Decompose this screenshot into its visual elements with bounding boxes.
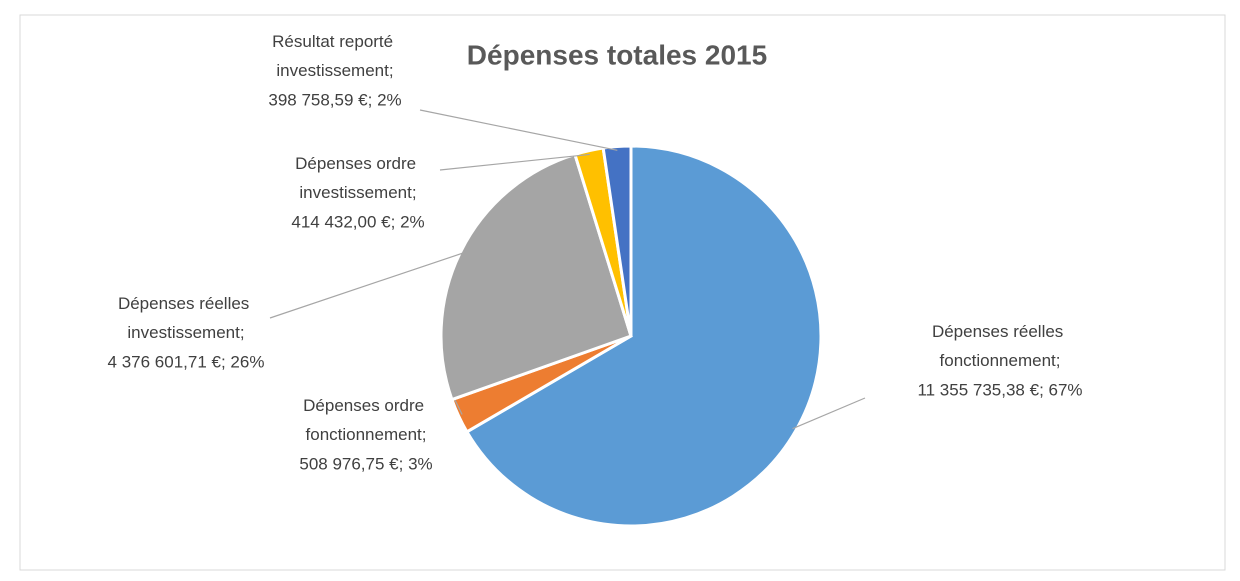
pie-slice [439, 152, 633, 402]
data-label-category: Résultat reporté investissement; [272, 32, 398, 80]
leader-line [419, 109, 618, 151]
pie-slice [464, 144, 823, 528]
data-label-category: Dépenses réelles fonctionnement; [932, 322, 1068, 370]
chart-title: Dépenses totales 2015 [467, 39, 767, 70]
label-line: Dépenses ordre [303, 396, 429, 415]
label-line: Dépenses ordre [295, 154, 421, 173]
pie-slice [601, 144, 633, 337]
data-label-category: Dépenses ordre fonctionnement; [303, 396, 429, 444]
data-label-value: 508 976,75 €; 3% [299, 454, 432, 473]
label-line: investissement; [299, 183, 416, 202]
leader-line [454, 399, 463, 415]
label-line: investissement; [276, 61, 393, 80]
label-line: fonctionnement; [306, 425, 427, 444]
leader-line [792, 397, 866, 430]
label-line: fonctionnement; [940, 351, 1061, 370]
leader-line [269, 251, 465, 319]
label-line: Dépenses réelles [932, 322, 1068, 341]
label-line: Résultat reporté [272, 32, 398, 51]
data-label-value: 4 376 601,71 €; 26% [108, 352, 265, 371]
label-line: investissement; [127, 323, 244, 342]
data-label-value: 398 758,59 €; 2% [268, 90, 401, 109]
data-label-value: 11 355 735,38 €; 67% [917, 380, 1082, 399]
data-label-category: Dépenses réelles investissement; [118, 294, 254, 342]
data-label-category: Dépenses ordre investissement; [295, 154, 421, 202]
label-line: Dépenses réelles [118, 294, 254, 313]
leader-line [439, 153, 590, 171]
data-label-value: 414 432,00 €; 2% [291, 212, 424, 231]
